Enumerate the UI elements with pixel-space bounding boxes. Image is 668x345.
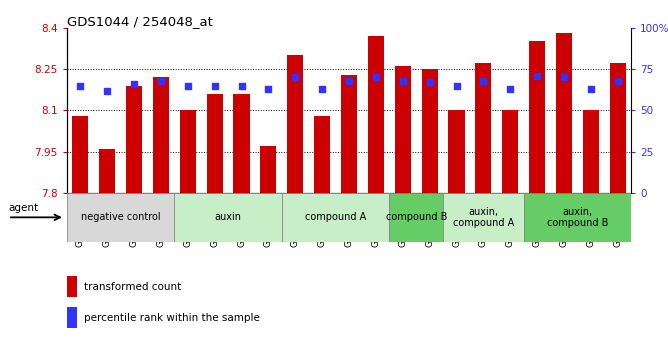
Bar bbox=[502, 110, 518, 193]
Bar bbox=[389, 193, 443, 242]
Text: percentile rank within the sample: percentile rank within the sample bbox=[84, 313, 260, 323]
Bar bbox=[287, 55, 303, 193]
Bar bbox=[174, 193, 282, 242]
Bar bbox=[556, 33, 572, 193]
Text: auxin: auxin bbox=[214, 213, 242, 222]
Text: compound A: compound A bbox=[305, 213, 366, 222]
Point bbox=[317, 86, 327, 92]
Bar bbox=[67, 193, 174, 242]
Point bbox=[613, 78, 623, 83]
Text: auxin,
compound B: auxin, compound B bbox=[547, 207, 608, 228]
Point bbox=[75, 83, 86, 88]
Point bbox=[182, 83, 193, 88]
Text: auxin,
compound A: auxin, compound A bbox=[453, 207, 514, 228]
Bar bbox=[583, 110, 599, 193]
Point bbox=[209, 83, 220, 88]
Bar bbox=[610, 63, 626, 193]
Point bbox=[263, 86, 274, 92]
Point bbox=[129, 81, 140, 87]
Bar bbox=[524, 193, 631, 242]
Point bbox=[236, 83, 247, 88]
Bar bbox=[261, 146, 277, 193]
Bar bbox=[368, 36, 384, 193]
Point bbox=[102, 88, 112, 93]
Bar bbox=[448, 110, 465, 193]
Text: negative control: negative control bbox=[81, 213, 160, 222]
Bar bbox=[282, 193, 389, 242]
Text: compound B: compound B bbox=[385, 213, 447, 222]
Bar bbox=[206, 94, 222, 193]
Bar bbox=[476, 63, 492, 193]
Bar bbox=[233, 94, 250, 193]
Bar bbox=[529, 41, 545, 193]
Point bbox=[451, 83, 462, 88]
Point bbox=[505, 86, 516, 92]
Point bbox=[558, 75, 569, 80]
Point bbox=[371, 75, 381, 80]
Point bbox=[156, 78, 166, 83]
Point bbox=[586, 86, 597, 92]
Text: agent: agent bbox=[8, 203, 38, 213]
Bar bbox=[422, 69, 438, 193]
Bar bbox=[341, 75, 357, 193]
Bar bbox=[153, 77, 169, 193]
Bar bbox=[395, 66, 411, 193]
Point bbox=[532, 73, 542, 78]
Text: GDS1044 / 254048_at: GDS1044 / 254048_at bbox=[67, 16, 212, 29]
Point bbox=[424, 79, 435, 85]
Point bbox=[343, 78, 354, 83]
Point bbox=[290, 75, 301, 80]
Bar bbox=[180, 110, 196, 193]
Bar bbox=[126, 86, 142, 193]
Bar bbox=[443, 193, 524, 242]
Bar bbox=[67, 276, 77, 297]
Bar bbox=[67, 307, 77, 328]
Point bbox=[478, 78, 489, 83]
Bar bbox=[314, 116, 330, 193]
Point bbox=[397, 78, 408, 83]
Text: transformed count: transformed count bbox=[84, 282, 181, 292]
Bar bbox=[72, 116, 88, 193]
Bar bbox=[99, 149, 115, 193]
